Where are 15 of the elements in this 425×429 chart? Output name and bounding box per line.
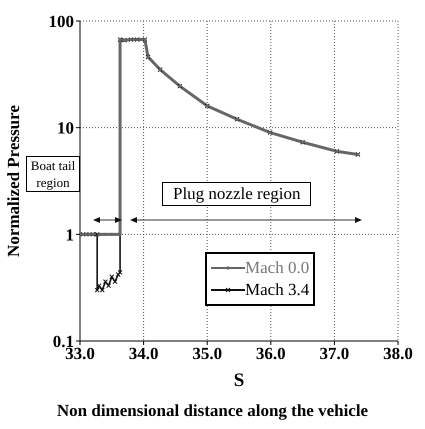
x-tick-label: 35.0 [192, 344, 222, 364]
y-axis-title: Normalized Pressure [4, 105, 24, 257]
text: Non dimensional distance along the vehicle [56, 401, 370, 421]
x-tick-label: 38.0 [383, 344, 413, 364]
x-axis-title: S [232, 370, 246, 392]
annotation: Plug nozzle region [162, 182, 312, 206]
legend-label: Mach 3.4 [245, 279, 310, 301]
x-tick-label: 34.0 [128, 344, 158, 364]
y-tick-label: 100 [48, 12, 74, 32]
legend-label: Mach 0.0 [245, 257, 310, 279]
text: Boat tail region [26, 156, 80, 192]
x-tick-label: 37.0 [320, 344, 350, 364]
x-tick-label: 36.0 [256, 344, 286, 364]
y-tick-label: 1 [66, 225, 74, 244]
y-tick-label: 10 [57, 118, 74, 138]
